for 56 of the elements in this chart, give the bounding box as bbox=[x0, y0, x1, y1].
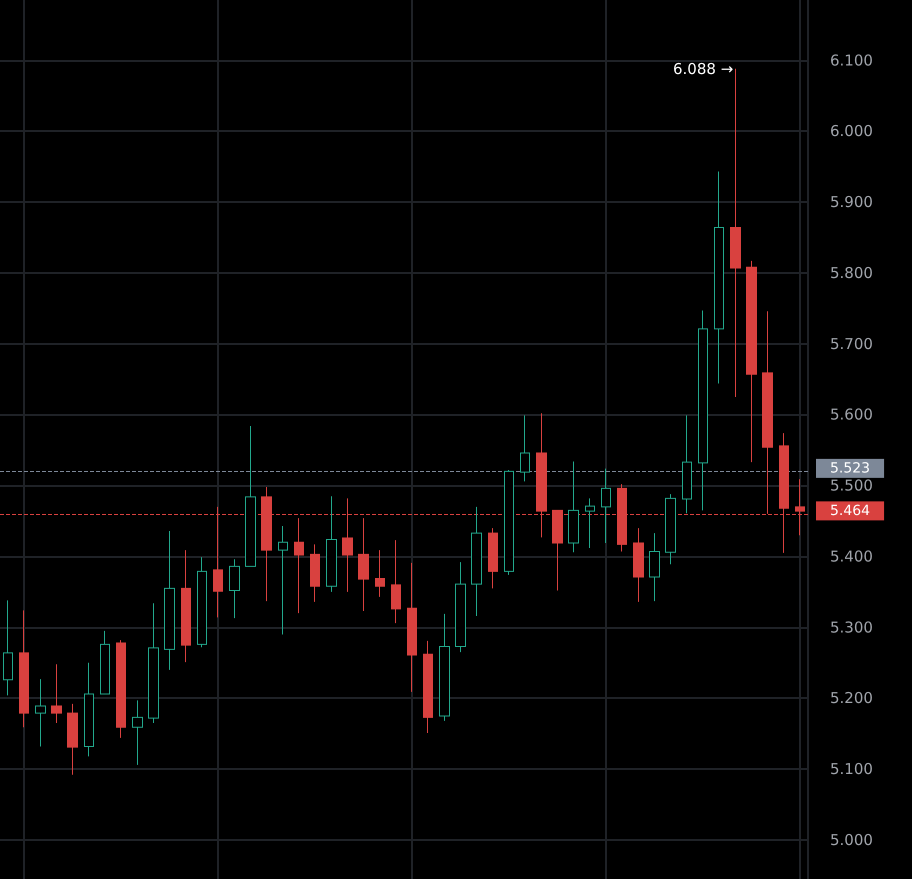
candlestick bbox=[164, 530, 175, 670]
candlestick bbox=[665, 494, 676, 565]
y-tick-label: 6.000 bbox=[830, 122, 873, 140]
candlestick bbox=[391, 540, 401, 624]
candlestick bbox=[245, 426, 256, 567]
candlestick bbox=[100, 630, 110, 694]
candlestick bbox=[132, 700, 143, 766]
candlestick bbox=[67, 703, 78, 776]
candlestick bbox=[310, 544, 320, 602]
candlestick bbox=[84, 662, 94, 757]
candlestick bbox=[682, 414, 692, 514]
candlestick bbox=[35, 678, 46, 747]
candlestick bbox=[746, 260, 757, 463]
candlestick bbox=[294, 518, 304, 614]
candlestick bbox=[698, 310, 708, 511]
candlestick bbox=[375, 550, 385, 598]
y-tick-label: 5.700 bbox=[830, 334, 873, 353]
candlestick bbox=[601, 468, 611, 544]
candlestick bbox=[197, 556, 207, 648]
candlestick bbox=[714, 171, 724, 384]
y-tick-label: 5.900 bbox=[830, 193, 873, 212]
candlestick bbox=[148, 602, 159, 724]
y-tick-label: 5.500 bbox=[830, 476, 873, 495]
ref-line-label: 5.523 bbox=[830, 460, 870, 476]
candlestick bbox=[229, 558, 240, 619]
candlestick bbox=[488, 528, 498, 589]
candlestick bbox=[520, 414, 530, 482]
candlestick bbox=[278, 525, 288, 635]
candlestick bbox=[633, 528, 644, 602]
candlestick bbox=[116, 640, 126, 738]
candlestick bbox=[326, 496, 337, 592]
candlestick bbox=[19, 610, 29, 728]
annotation: 6.088 → bbox=[673, 60, 734, 78]
y-tick-label: 5.200 bbox=[830, 689, 873, 708]
candlestick bbox=[504, 469, 514, 576]
y-tick-label: 5.800 bbox=[830, 264, 873, 282]
ref-line-label: 5.464 bbox=[830, 502, 870, 519]
candlestick bbox=[439, 613, 450, 722]
candlestick bbox=[423, 640, 433, 734]
candlestick bbox=[585, 498, 595, 548]
candlestick bbox=[568, 460, 579, 553]
y-tick-label: 5.300 bbox=[830, 618, 873, 636]
candlestick bbox=[51, 664, 62, 724]
y-tick-label: 5.000 bbox=[830, 831, 873, 850]
y-tick-label: 5.100 bbox=[830, 760, 873, 778]
candlestick bbox=[762, 310, 773, 514]
candlestick bbox=[471, 506, 482, 617]
candlestick bbox=[3, 600, 13, 696]
y-tick-label: 5.400 bbox=[830, 547, 873, 566]
candlestick bbox=[181, 550, 191, 663]
candlestick bbox=[455, 562, 466, 653]
candlestick bbox=[407, 562, 417, 692]
y-tick-label: 5.600 bbox=[830, 406, 873, 424]
candlestick bbox=[649, 532, 660, 602]
y-tick-label: 6.100 bbox=[830, 51, 873, 70]
candlestick bbox=[358, 518, 369, 612]
